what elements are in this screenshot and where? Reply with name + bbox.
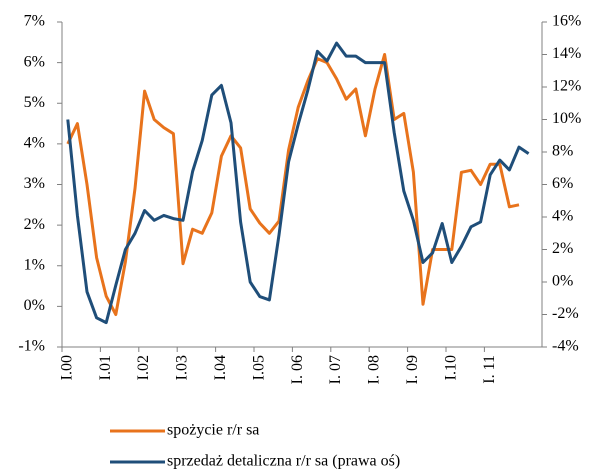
y-tick-label: 4% [24,135,45,152]
x-tick-label: I.04 [212,355,229,380]
x-tick-label: I. 09 [404,355,421,384]
series-line [66,53,520,316]
y-tick-label: 1% [24,256,45,273]
y2-tick-label: 12% [552,78,581,95]
x-tick-label: I.00 [58,355,75,380]
x-tick-label: I.02 [135,355,152,380]
series-line [66,41,530,325]
y-tick-label: 6% [24,53,45,70]
x-tick-label: I.01 [97,355,114,380]
y-tick-label: -1% [18,338,45,355]
y-tick-label: 0% [24,297,45,314]
y2-tick-label: 6% [552,175,573,192]
y2-tick-label: -2% [552,305,579,322]
y2-tick-label: 16% [552,13,581,30]
x-tick-label: I.10 [442,355,459,380]
x-tick-label: I. 06 [289,355,306,384]
y2-tick-label: 2% [552,240,573,257]
y2-tick-label: -4% [552,338,579,355]
legend-label: sprzedaż detaliczna r/r sa (prawa oś) [167,453,400,470]
x-tick-label: I.05 [250,355,267,380]
x-tick-label: I. 07 [327,355,344,384]
x-tick-label: I. 08 [366,355,383,384]
legend-label: spożycie r/r sa [167,422,259,439]
y2-tick-label: 4% [552,208,573,225]
y-tick-label: 5% [24,94,45,111]
y-tick-label: 7% [24,13,45,30]
y-tick-label: 2% [24,216,45,233]
y-tick-label: 3% [24,175,45,192]
x-tick-label: I.03 [174,355,191,380]
y2-tick-label: 10% [552,110,581,127]
y2-tick-label: 0% [552,273,573,290]
x-tick-label: I. 11 [481,355,498,384]
y2-tick-label: 14% [552,45,581,62]
y2-tick-label: 8% [552,143,573,160]
